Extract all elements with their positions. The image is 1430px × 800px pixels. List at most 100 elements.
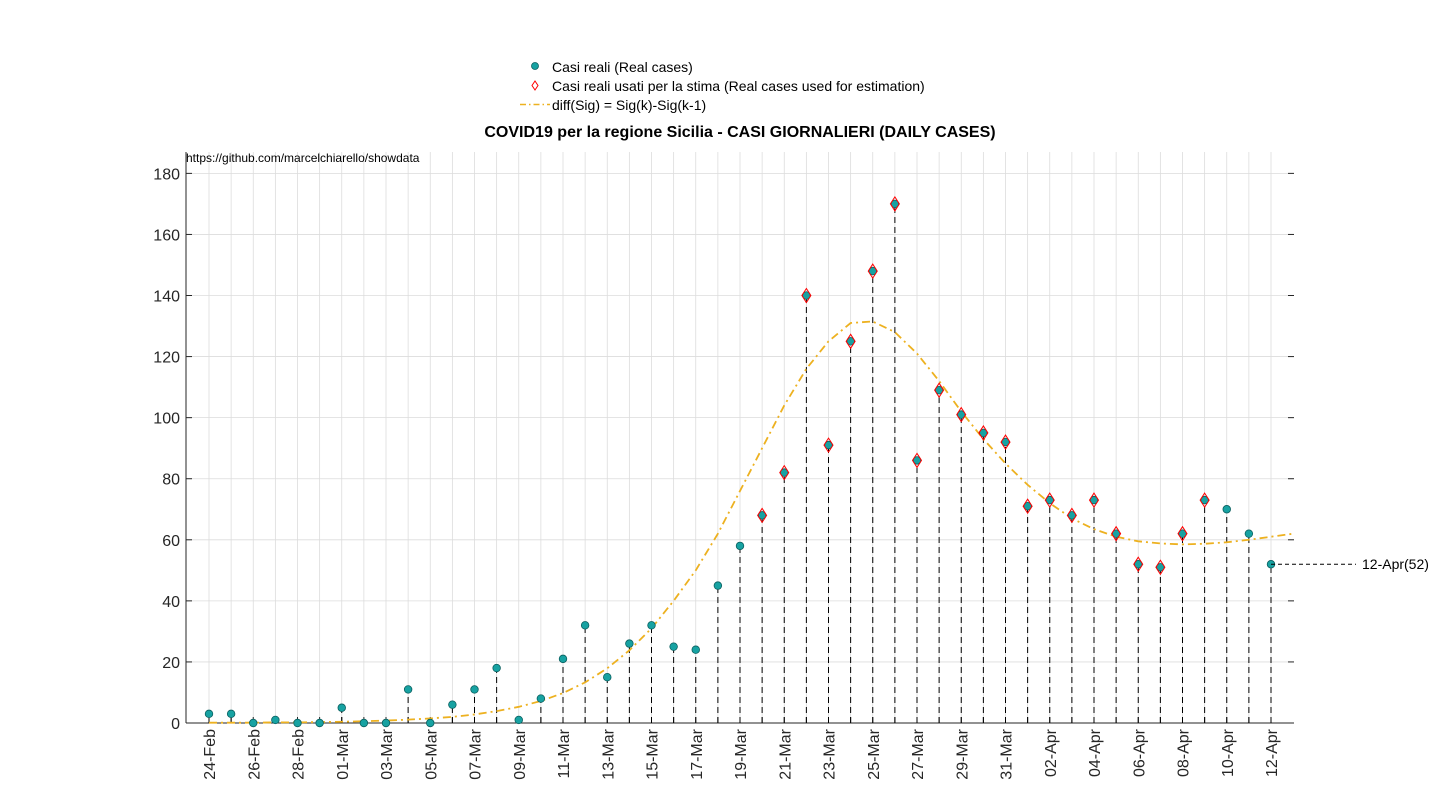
real-case-point (580, 621, 590, 630)
real-case-point (492, 663, 501, 673)
legend: Casi reali (Real cases) Casi reali usati… (518, 57, 925, 114)
used-case-diamond (867, 263, 878, 280)
real-case-point (381, 718, 391, 728)
real-case-point (1244, 529, 1254, 538)
x-tick-label: 24-Feb (202, 729, 219, 780)
used-case-diamond (1199, 492, 1210, 509)
real-case-point (1134, 560, 1143, 569)
annotations: 12-Apr(52) (1271, 556, 1429, 572)
used-case-diamond (1066, 507, 1077, 524)
used-case-diamond (956, 406, 967, 423)
real-case-point (293, 718, 302, 728)
real-case-point (603, 672, 612, 682)
x-tick-label: 26-Feb (246, 729, 263, 780)
real-case-point (536, 694, 546, 703)
real-case-point (1178, 529, 1187, 538)
used-case-diamond (1022, 498, 1033, 515)
x-tick-label: 04-Apr (1087, 728, 1104, 777)
x-tick-label: 27-Mar (910, 728, 927, 779)
x-tick-label: 25-Mar (866, 728, 883, 779)
x-tick-label: 13-Mar (600, 728, 617, 779)
real-case-point (249, 718, 258, 728)
real-case-point (1200, 495, 1209, 505)
used-case-diamond (1000, 434, 1011, 451)
used-case-diamond (757, 507, 768, 524)
x-tick-label: 10-Apr (1220, 728, 1237, 777)
used-case-diamond (779, 464, 790, 481)
used-case-diamond (1111, 525, 1122, 542)
y-tick-label: 120 (153, 350, 180, 367)
real-case-point (757, 511, 767, 520)
legend-label-fit: diff(Sig) = Sig(k)-Sig(k-1) (552, 96, 707, 113)
used-case-diamond (1177, 525, 1188, 542)
real-case-point (1222, 505, 1231, 514)
legend-label-used: Casi reali usati per la stima (Real case… (552, 77, 925, 94)
real-case-point (1156, 563, 1165, 572)
y-tick-label: 40 (162, 594, 180, 611)
x-tick-label: 01-Mar (335, 728, 352, 779)
real-case-point (957, 410, 966, 419)
x-tick-label: 17-Mar (689, 728, 706, 779)
y-tick-label: 160 (153, 227, 180, 244)
real-case-point (271, 715, 280, 725)
real-case-point (1111, 529, 1121, 538)
y-tick-label: 140 (153, 289, 180, 306)
used-case-diamond (1088, 492, 1100, 509)
y-tick-label: 0 (171, 716, 180, 733)
real-case-point (337, 703, 346, 712)
real-case-point (669, 642, 678, 651)
real-case-point (315, 718, 324, 728)
real-case-point (470, 685, 479, 694)
real-case-point (1045, 495, 1054, 505)
real-case-point (1001, 437, 1010, 447)
real-case-point (448, 700, 457, 709)
real-case-point (802, 291, 811, 300)
x-tick-label: 15-Mar (645, 728, 662, 779)
real-case-point (824, 440, 833, 450)
legend-line-dashdot-icon (518, 95, 552, 114)
real-case-point (979, 428, 988, 438)
legend-entry-used: Casi reali usati per la stima (Real case… (518, 76, 925, 95)
used-case-diamond (889, 195, 900, 212)
real-case-point (890, 199, 900, 209)
real-case-point (713, 581, 723, 590)
real-case-point (735, 541, 745, 551)
used-case-diamond (801, 287, 812, 304)
real-case-point (514, 715, 523, 725)
used-case-diamond (1133, 556, 1144, 573)
x-tick-label: 12-Apr (1264, 728, 1281, 777)
used-case-diamond (823, 437, 834, 454)
x-tick-label: 03-Mar (379, 728, 396, 779)
y-tick-label: 100 (153, 411, 180, 428)
real-case-point (647, 621, 656, 630)
used-case-diamond (934, 382, 945, 399)
legend-marker-dot-icon (518, 57, 552, 76)
x-tick-label: 07-Mar (468, 728, 485, 779)
real-case-point (912, 456, 922, 465)
x-tick-label: 09-Mar (512, 728, 529, 779)
source-url-text: https://github.com/marcelchiarello/showd… (186, 151, 420, 165)
used-case-diamond (845, 333, 856, 350)
legend-marker-diamond-icon (518, 76, 552, 95)
y-tick-label: 60 (162, 533, 180, 550)
real-case-point (426, 718, 435, 728)
used-case-diamond (978, 424, 989, 441)
annotation-label: 12-Apr(52) (1362, 556, 1429, 572)
real-case-point (403, 685, 413, 694)
x-tick-label: 29-Mar (954, 728, 971, 779)
real-case-point (359, 718, 369, 728)
x-tick-label: 28-Feb (291, 729, 308, 780)
real-case-point (934, 385, 944, 395)
legend-label-real: Casi reali (Real cases) (552, 58, 693, 75)
real-case-point (868, 266, 877, 276)
real-case-point (558, 654, 568, 664)
x-tick-label: 08-Apr (1176, 728, 1193, 777)
x-tick-label: 19-Mar (733, 728, 750, 779)
real-case-point (625, 639, 634, 648)
real-case-point (1023, 502, 1032, 511)
real-case-point (226, 709, 236, 719)
x-tick-label: 23-Mar (822, 728, 839, 779)
x-tick-label: 06-Apr (1131, 728, 1148, 777)
real-case-point (204, 709, 214, 719)
